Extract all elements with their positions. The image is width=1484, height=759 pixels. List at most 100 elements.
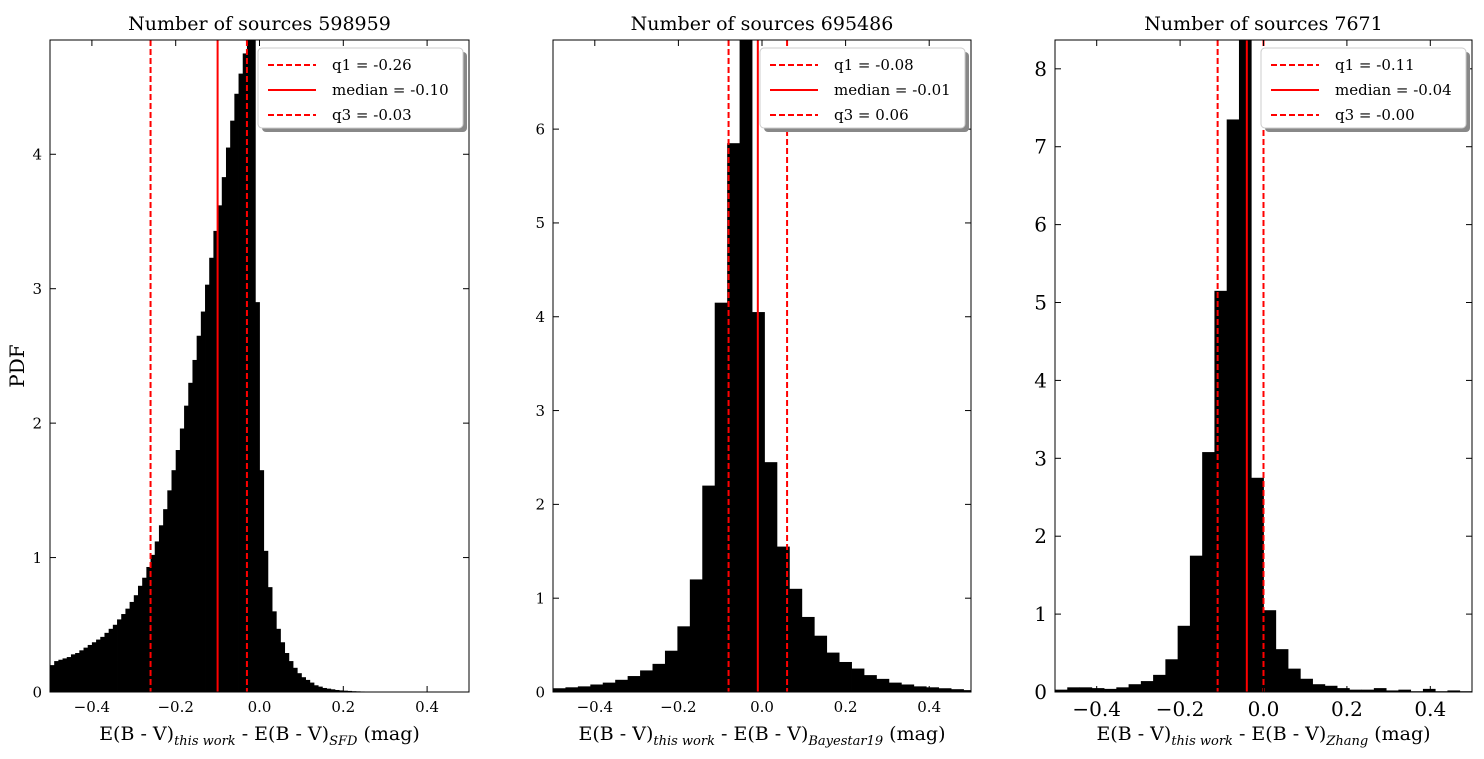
histogram-bar <box>653 664 666 692</box>
histogram-bar <box>63 658 68 692</box>
histogram-bar <box>802 617 815 692</box>
histogram-bar <box>1300 679 1313 692</box>
histogram-bar <box>1325 686 1338 692</box>
x-tick-label: 0.0 <box>1248 697 1280 721</box>
y-tick-label: 0 <box>535 683 545 701</box>
xlabel-part: E(B - V) <box>99 723 174 745</box>
histogram-bar <box>159 525 164 692</box>
histogram-bar <box>702 486 715 692</box>
chart-title: Number of sources 598959 <box>128 13 391 35</box>
histogram-bar <box>1067 687 1080 692</box>
histogram-bar <box>914 686 927 692</box>
histogram-bar <box>715 303 728 692</box>
xlabel-subscript: Zhang <box>1325 734 1368 749</box>
y-tick-label: 1 <box>32 549 42 567</box>
histogram-bar <box>205 285 210 692</box>
legend-entry: q1 = -0.26 <box>332 56 412 74</box>
x-tick-label: −0.4 <box>74 698 110 716</box>
histogram-bar <box>260 470 265 692</box>
histogram-bar <box>314 685 319 692</box>
histogram-bar <box>889 683 902 692</box>
histogram-bar <box>322 688 327 692</box>
x-tick-label: −0.2 <box>1156 697 1205 721</box>
y-tick-label: 0 <box>32 683 42 701</box>
histogram-bar <box>301 677 306 692</box>
legend-entry: q1 = -0.08 <box>834 56 914 74</box>
histogram-bar <box>58 660 63 692</box>
y-tick-label: 3 <box>1034 446 1047 470</box>
y-tick-label: 1 <box>535 589 545 607</box>
xlabel-part: - E(B - V) <box>1233 723 1326 745</box>
histogram-bar <box>88 645 93 692</box>
histogram-bar <box>665 651 678 692</box>
histogram-bar <box>677 626 690 692</box>
histogram-bar <box>578 686 591 692</box>
histogram-bar <box>1129 684 1142 692</box>
histogram-bar <box>852 669 865 692</box>
histogram-bar <box>289 661 294 692</box>
y-tick-label: 4 <box>1034 368 1047 392</box>
histogram-bar <box>121 614 126 692</box>
y-tick-label: 3 <box>32 280 42 298</box>
y-tick-label: 6 <box>535 120 545 138</box>
histogram-bar <box>1263 610 1276 692</box>
histogram-bar <box>901 684 914 692</box>
xlabel-subscript: Bayestar19 <box>807 734 883 749</box>
x-tick-label: −0.2 <box>157 698 193 716</box>
histogram-bar <box>293 668 298 692</box>
histogram-bar <box>113 625 118 692</box>
legend-entry: q3 = -0.00 <box>1335 106 1415 124</box>
xlabel-part: (mag) <box>1368 723 1430 745</box>
histogram-bar <box>264 551 269 692</box>
xlabel-part: E(B - V) <box>1096 723 1171 745</box>
histogram-bar <box>184 406 189 692</box>
histogram-bar <box>1165 659 1178 692</box>
y-tick-label: 2 <box>32 414 42 432</box>
x-tick-label: 0.0 <box>248 698 272 716</box>
histogram-bar <box>764 462 777 692</box>
histogram-bar <box>163 509 168 692</box>
xlabel-part: - E(B - V) <box>715 723 808 745</box>
x-tick-label: −0.4 <box>577 698 613 716</box>
histogram-bar <box>226 148 231 692</box>
y-tick-label: 4 <box>535 308 545 326</box>
histogram-bar <box>285 653 290 692</box>
legend-entry: q1 = -0.11 <box>1335 56 1415 74</box>
histogram-bar <box>230 121 235 692</box>
histogram-bar <box>138 586 143 692</box>
histogram-bar <box>201 312 206 692</box>
y-tick-label: 0 <box>1034 680 1047 704</box>
histogram-bar <box>1239 40 1252 692</box>
histogram-bar <box>109 629 114 692</box>
histogram-bar <box>939 688 952 692</box>
x-tick-label: −0.4 <box>1072 697 1121 721</box>
histogram-bar <box>318 687 323 692</box>
histogram-bar <box>142 578 147 692</box>
histogram-bar <box>1251 478 1264 692</box>
histogram-bar <box>79 650 84 692</box>
histogram-bar <box>192 360 197 692</box>
histogram-bar <box>1153 675 1166 692</box>
y-tick-label: 8 <box>1034 57 1047 81</box>
x-tick-label: 0.4 <box>1414 697 1446 721</box>
xlabel-part: - E(B - V) <box>236 723 329 745</box>
histogram-bar <box>827 653 840 692</box>
histogram-bar <box>1190 556 1203 692</box>
y-tick-label: 5 <box>1034 291 1047 315</box>
histogram-bar <box>740 40 753 692</box>
histogram-bar <box>1276 649 1289 692</box>
histogram-bar <box>310 683 315 692</box>
xlabel-subscript: this work <box>1171 734 1233 749</box>
histogram-bar <box>155 541 160 692</box>
legend-entry: median = -0.10 <box>332 81 449 99</box>
histogram-bar <box>1214 291 1227 692</box>
histogram-bar <box>1202 452 1215 692</box>
histogram-bar <box>54 661 59 692</box>
histogram-bar <box>71 654 76 692</box>
histogram-bar <box>276 629 281 692</box>
histogram-bar <box>297 673 302 692</box>
x-tick-label: 0.4 <box>415 698 439 716</box>
